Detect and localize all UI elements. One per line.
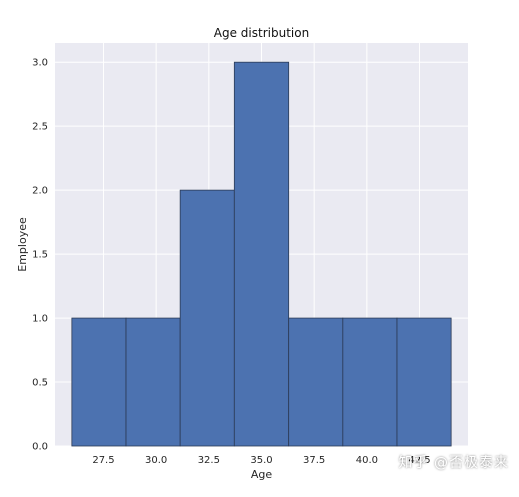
y-tick-label: 2.0: [32, 186, 48, 197]
x-axis-ticks: 27.5 30.0 32.5 35.0 37.5 40.0 42.5: [92, 455, 430, 466]
x-tick-label: 32.5: [198, 455, 220, 466]
y-tick-label: 2.5: [32, 122, 48, 133]
x-axis-label: Age: [251, 468, 273, 481]
histogram-bar: [288, 317, 344, 447]
y-tick-label: 3.0: [32, 58, 48, 69]
histogram-bar: [179, 189, 235, 447]
y-tick-label: 0.5: [32, 378, 48, 389]
histogram-bar: [342, 317, 398, 447]
histogram-bar: [396, 317, 452, 447]
histogram-bars: [71, 61, 452, 447]
y-axis-ticks: 0.0 0.5 1.0 1.5 2.0 2.5 3.0: [32, 58, 48, 453]
x-tick-label: 37.5: [303, 455, 325, 466]
y-axis-label: Employee: [16, 217, 29, 272]
y-tick-label: 1.0: [32, 314, 48, 325]
y-tick-label: 1.5: [32, 250, 48, 261]
histogram-bar: [233, 61, 290, 447]
x-tick-label: 42.5: [408, 455, 430, 466]
x-tick-label: 40.0: [356, 455, 378, 466]
histogram-bar: [125, 317, 181, 447]
x-tick-label: 27.5: [92, 455, 114, 466]
histogram-bar: [71, 317, 127, 447]
x-tick-label: 30.0: [145, 455, 167, 466]
y-tick-label: 0.0: [32, 442, 48, 453]
x-tick-label: 35.0: [250, 455, 272, 466]
watermark-text: 知乎 @否极泰来: [398, 455, 509, 471]
chart-title: Age distribution: [214, 26, 309, 40]
